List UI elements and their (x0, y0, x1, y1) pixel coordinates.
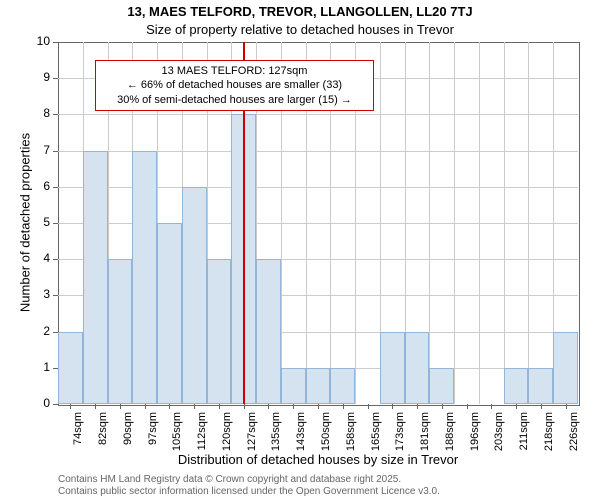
x-tick (318, 404, 319, 409)
footer-line1: Contains HM Land Registry data © Crown c… (58, 474, 440, 486)
y-tick (53, 42, 58, 43)
x-tick-label: 90sqm (122, 412, 134, 462)
x-tick (95, 404, 96, 409)
x-tick (467, 404, 468, 409)
histogram-bar (380, 332, 405, 404)
x-tick (442, 404, 443, 409)
x-tick-label: 203sqm (493, 412, 505, 462)
x-tick-label: 135sqm (270, 412, 282, 462)
x-tick (368, 404, 369, 409)
y-tick-label: 1 (28, 360, 50, 374)
histogram-bar (157, 223, 182, 404)
x-tick (516, 404, 517, 409)
histogram-bar (330, 368, 355, 404)
x-tick-label: 105sqm (171, 412, 183, 462)
x-tick-label: 127sqm (246, 412, 258, 462)
y-tick-label: 10 (28, 34, 50, 48)
annotation-line3: 30% of semi-detached houses are larger (… (102, 93, 367, 107)
histogram-bar (256, 259, 281, 404)
y-tick (53, 151, 58, 152)
x-tick (293, 404, 294, 409)
histogram-bar (83, 151, 108, 404)
x-tick (194, 404, 195, 409)
chart-subtitle: Size of property relative to detached ho… (0, 22, 600, 37)
x-tick-label: 150sqm (320, 412, 332, 462)
x-tick (417, 404, 418, 409)
x-tick (145, 404, 146, 409)
histogram-bar (528, 368, 553, 404)
y-tick-label: 2 (28, 324, 50, 338)
x-tick (169, 404, 170, 409)
gridline-v (528, 42, 529, 404)
x-tick (219, 404, 220, 409)
gridline (58, 114, 578, 115)
x-tick-label: 120sqm (221, 412, 233, 462)
histogram-bar (108, 259, 133, 404)
footer-line2: Contains public sector information licen… (58, 486, 440, 498)
x-tick-label: 158sqm (345, 412, 357, 462)
chart-title: 13, MAES TELFORD, TREVOR, LLANGOLLEN, LL… (0, 4, 600, 19)
y-tick-label: 3 (28, 287, 50, 301)
y-tick-label: 7 (28, 143, 50, 157)
histogram-bar (281, 368, 306, 404)
y-tick (53, 187, 58, 188)
gridline-v (504, 42, 505, 404)
y-tick (53, 404, 58, 405)
histogram-bar (207, 259, 232, 404)
y-tick-label: 0 (28, 396, 50, 410)
gridline-v (454, 42, 455, 404)
x-tick-label: 196sqm (469, 412, 481, 462)
y-tick-label: 4 (28, 251, 50, 265)
x-tick (244, 404, 245, 409)
histogram-bar (182, 187, 207, 404)
y-tick (53, 295, 58, 296)
histogram-bar (306, 368, 331, 404)
x-tick-label: 181sqm (419, 412, 431, 462)
y-tick-label: 8 (28, 106, 50, 120)
gridline-v (479, 42, 480, 404)
x-tick-label: 74sqm (72, 412, 84, 462)
y-tick (53, 78, 58, 79)
x-tick-label: 211sqm (518, 412, 530, 462)
histogram-bar (132, 151, 157, 404)
y-tick (53, 114, 58, 115)
annotation-box: 13 MAES TELFORD: 127sqm← 66% of detached… (95, 60, 374, 111)
y-tick-label: 9 (28, 70, 50, 84)
histogram-bar (58, 332, 83, 404)
annotation-line2: ← 66% of detached houses are smaller (33… (102, 78, 367, 92)
x-tick (566, 404, 567, 409)
histogram-bar (553, 332, 578, 404)
y-tick (53, 259, 58, 260)
x-tick-label: 143sqm (295, 412, 307, 462)
x-tick (541, 404, 542, 409)
x-tick-label: 165sqm (370, 412, 382, 462)
x-tick-label: 173sqm (394, 412, 406, 462)
histogram-bar (405, 332, 430, 404)
x-tick (343, 404, 344, 409)
y-tick-label: 6 (28, 179, 50, 193)
histogram-bar (504, 368, 529, 404)
x-tick-label: 97sqm (147, 412, 159, 462)
x-tick-label: 218sqm (543, 412, 555, 462)
y-tick (53, 223, 58, 224)
x-tick-label: 112sqm (196, 412, 208, 462)
x-tick (120, 404, 121, 409)
chart-container: 13, MAES TELFORD, TREVOR, LLANGOLLEN, LL… (0, 0, 600, 500)
x-tick (70, 404, 71, 409)
footer-attribution: Contains HM Land Registry data © Crown c… (58, 474, 440, 498)
x-tick (491, 404, 492, 409)
x-tick (392, 404, 393, 409)
annotation-line1: 13 MAES TELFORD: 127sqm (102, 64, 367, 78)
x-tick-label: 82sqm (97, 412, 109, 462)
x-tick-label: 226sqm (568, 412, 580, 462)
gridline-v (429, 42, 430, 404)
x-tick-label: 188sqm (444, 412, 456, 462)
histogram-bar (429, 368, 454, 404)
y-tick-label: 5 (28, 215, 50, 229)
x-tick (268, 404, 269, 409)
